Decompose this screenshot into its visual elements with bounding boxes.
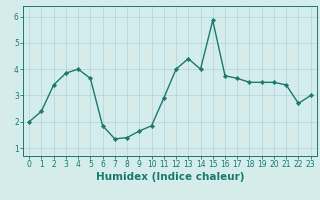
X-axis label: Humidex (Indice chaleur): Humidex (Indice chaleur) xyxy=(96,172,244,182)
